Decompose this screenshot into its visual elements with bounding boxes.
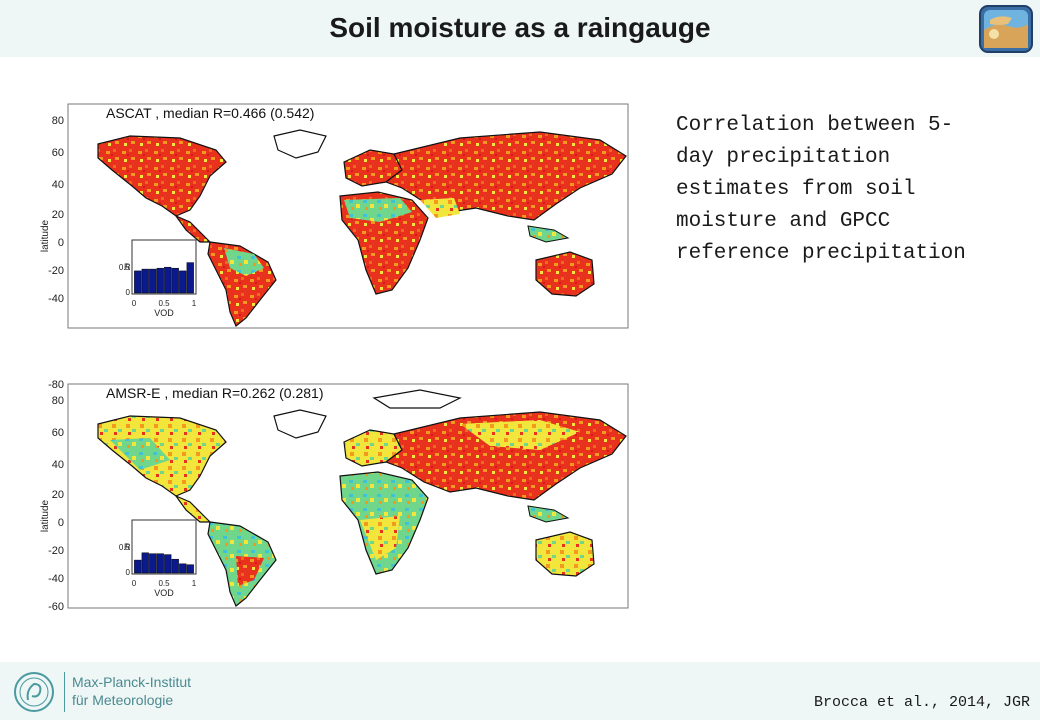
histogram-bar (164, 554, 172, 574)
y-tick-label: 60 (52, 427, 64, 439)
y-tick-label: -60 (48, 601, 64, 612)
y-tick-label: 40 (52, 459, 64, 471)
y-tick-label: 80 (52, 115, 64, 127)
inset-x-tick: 1 (192, 299, 197, 308)
inset-y-tick: 0.5 (119, 543, 131, 552)
histogram-bar (171, 267, 179, 294)
institute-name: Max-Planck-Institut (72, 674, 192, 690)
y-axis-label: latitude (40, 219, 51, 252)
inset-y-zero: 0 (126, 288, 131, 297)
histogram-bar (156, 267, 164, 294)
y-axis-label: latitude (40, 499, 51, 532)
vod-inset-histogram: R 0.5 0 0 0.5 1 VOD (119, 519, 197, 598)
institute-subtitle: für Meteorologie (72, 692, 174, 708)
y-tick-label: -20 (48, 545, 64, 557)
earth-logo-icon (979, 5, 1033, 53)
header-bar (0, 0, 1040, 57)
y-tick-label: 60 (52, 147, 64, 159)
map-title: AMSR-E , median R=0.262 (0.281) (106, 385, 324, 401)
inset-x-tick: 0.5 (158, 579, 170, 588)
y-tick-label: 0 (58, 517, 64, 529)
histogram-bar (156, 553, 164, 574)
inset-x-label: VOD (154, 308, 174, 318)
inset-x-tick: 1 (192, 579, 197, 588)
histogram-bar (186, 262, 194, 294)
histogram-bar (134, 270, 142, 294)
amsre-correlation-map: -80 80 60 40 20 0 -20 -40 -60 latitude A… (40, 379, 632, 613)
histogram-bar (141, 552, 149, 574)
map-title: ASCAT , median R=0.466 (0.542) (106, 105, 314, 121)
y-tick-label: 0 (58, 237, 64, 249)
citation: Brocca et al., 2014, JGR (813, 694, 1030, 711)
y-tick-label: -20 (48, 265, 64, 277)
histogram-bar (179, 270, 187, 294)
inset-x-tick: 0.5 (158, 299, 170, 308)
inset-y-label: R (124, 262, 131, 272)
histogram-bar (171, 558, 179, 574)
y-tick-label: 40 (52, 179, 64, 191)
y-tick-label: -40 (48, 573, 64, 585)
inset-x-tick: 0 (132, 579, 137, 588)
inset-x-tick: 0 (132, 299, 137, 308)
histogram-bar (179, 563, 187, 574)
y-tick-label: 20 (52, 489, 64, 501)
y-tick-label: 20 (52, 209, 64, 221)
vod-inset-histogram: R 0.5 0 0 0.5 1 VOD (119, 239, 197, 318)
inset-y-zero: 0 (126, 568, 131, 577)
histogram-bar (164, 266, 172, 294)
inset-y-tick: 0.5 (119, 263, 131, 272)
minerva-logo-icon (14, 672, 54, 712)
slide-title: Soil moisture as a raingauge (329, 12, 711, 43)
inset-x-label: VOD (154, 588, 174, 598)
histogram-bar (149, 553, 157, 574)
figure-caption: Correlation between 5-day precipitation … (676, 114, 966, 265)
histogram-bar (141, 268, 149, 294)
histogram-bar (149, 268, 157, 294)
histogram-bar (186, 564, 194, 574)
y-tick-label: -80 (48, 380, 64, 391)
logo-divider (64, 672, 65, 712)
inset-y-label: R (124, 542, 131, 552)
histogram-bar (134, 559, 142, 574)
footer-bar (0, 662, 1040, 720)
y-tick-label: 80 (52, 395, 64, 407)
y-tick-label: -40 (48, 293, 64, 305)
ascat-correlation-map: 80 60 40 20 0 -20 -40 latitude ASCAT , m… (40, 100, 632, 332)
